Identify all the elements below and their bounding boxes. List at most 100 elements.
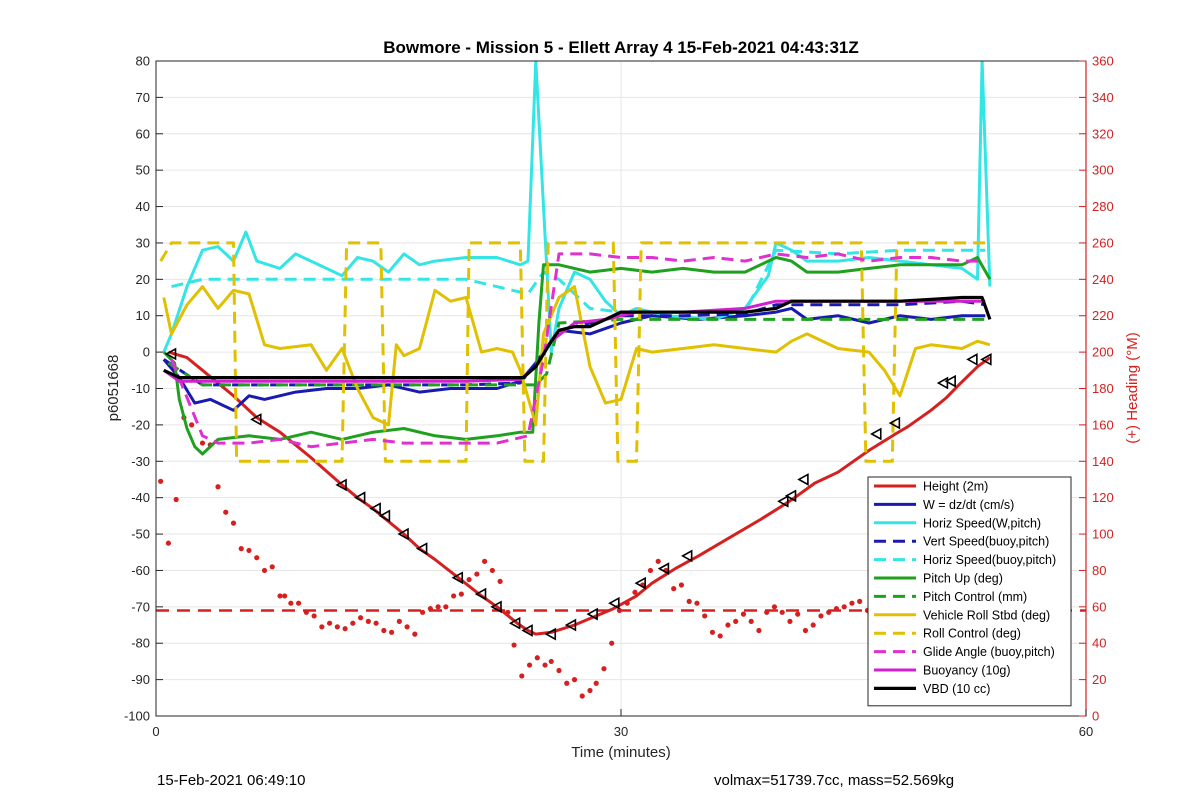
depth-marker [966,353,978,366]
legend-label: Buoyancy (10g) [923,664,1011,678]
y2-tick-label: 0 [1092,709,1099,724]
heading-point [389,629,395,635]
y-tick-label: 70 [136,90,150,105]
y2-tick-label: 20 [1092,672,1106,687]
heading-point [686,598,692,604]
depth-marker [378,509,391,523]
x-axis-label: Time (minutes) [571,744,670,761]
heading-point [849,600,855,606]
y2-tick-label: 300 [1092,163,1114,178]
y2-tick-label: 160 [1092,417,1114,432]
heading-point [556,667,562,674]
y2-tick-label: 140 [1092,454,1114,469]
heading-point [261,567,268,574]
heading-point [511,642,517,648]
depth-marker [490,600,502,614]
x-tick-label: 60 [1079,724,1093,739]
y-tick-label: -90 [131,672,150,687]
x-tick-label: 0 [152,724,159,739]
heading-point [215,484,221,490]
depth-marker [250,413,262,426]
heading-point [709,629,716,635]
y-tick-label: -30 [131,454,150,469]
y2-tick-label: 340 [1092,90,1114,105]
depth-marker [586,607,598,621]
heading-point [655,558,661,564]
depth-marker [980,353,992,366]
y2-tick-label: 40 [1092,636,1106,651]
heading-point [412,631,418,637]
x-tick-label: 30 [614,724,628,739]
legend-label: Vert Speed(buoy,pitch) [923,535,1049,549]
heading-point [358,615,364,621]
series-line-2 [162,61,992,354]
y-tick-label: 30 [136,235,150,250]
series-line-11 [163,295,992,380]
heading-point [373,620,379,626]
y2-axis-label: (+) Heading (°M) [1124,332,1141,443]
heading-point [350,620,356,626]
heading-point [694,600,700,606]
y-tick-label: -80 [131,636,150,651]
heading-point [748,618,754,624]
heading-point [158,478,164,484]
depth-marker [657,562,670,575]
heading-point [327,620,333,626]
heading-point [579,693,585,699]
heading-point [740,611,747,617]
heading-point [482,558,488,564]
legend-label: Vehicle Roll Stbd (deg) [923,608,1050,622]
depth-marker [681,549,693,563]
y2-tick-label: 260 [1092,235,1114,250]
y-tick-label: 10 [136,308,150,323]
heading-point [189,422,195,428]
series-line-6 [167,317,990,387]
left-axis: -100-90-80-70-60-50-40-30-20-10010203040… [124,54,163,724]
y2-tick-label: 180 [1092,381,1114,396]
heading-point [342,626,348,632]
y-tick-label: 40 [136,199,150,214]
heading-point [548,658,554,665]
heading-point [199,440,206,446]
heading-point [771,604,778,610]
y-tick-label: -100 [124,709,150,724]
heading-point [381,627,387,634]
series-line-5 [162,256,992,456]
y-tick-label: 60 [136,126,150,141]
heading-point [466,576,472,583]
bottom-axis: 0 30 60 [152,709,1093,739]
y2-tick-label: 60 [1092,599,1106,614]
heading-point [564,680,570,686]
y-tick-label: 20 [136,272,150,287]
depth-marker [634,576,646,590]
heading-point [277,593,283,599]
heading-point [587,687,593,694]
depth-marker [608,596,620,610]
heading-point [818,613,824,619]
heading-point [571,677,578,683]
depth-marker [521,624,533,637]
heading-point [269,564,275,570]
heading-point [319,624,325,630]
heading-point [534,655,540,661]
legend-label: W = dz/dt (cm/s) [923,498,1014,512]
depth-marker [353,491,366,505]
depth-marker [474,587,487,601]
marker-layer [164,347,992,641]
depth-marker [508,616,521,630]
heading-point [841,604,847,610]
y-axis-label: p6051668 [105,355,122,422]
legend-label: Horiz Speed(W,pitch) [923,516,1041,530]
heading-point [254,555,260,561]
y-tick-label: -70 [131,599,150,614]
y-tick-label: -50 [131,527,150,542]
heading-point [474,571,480,577]
heading-point [497,578,503,584]
legend-label: Roll Control (deg) [923,627,1021,641]
depth-marker [564,618,577,632]
legend-box [867,476,1072,707]
series-layer [159,61,992,636]
y2-tick-label: 200 [1092,345,1114,360]
heading-point [458,591,464,597]
heading-point [671,586,677,592]
